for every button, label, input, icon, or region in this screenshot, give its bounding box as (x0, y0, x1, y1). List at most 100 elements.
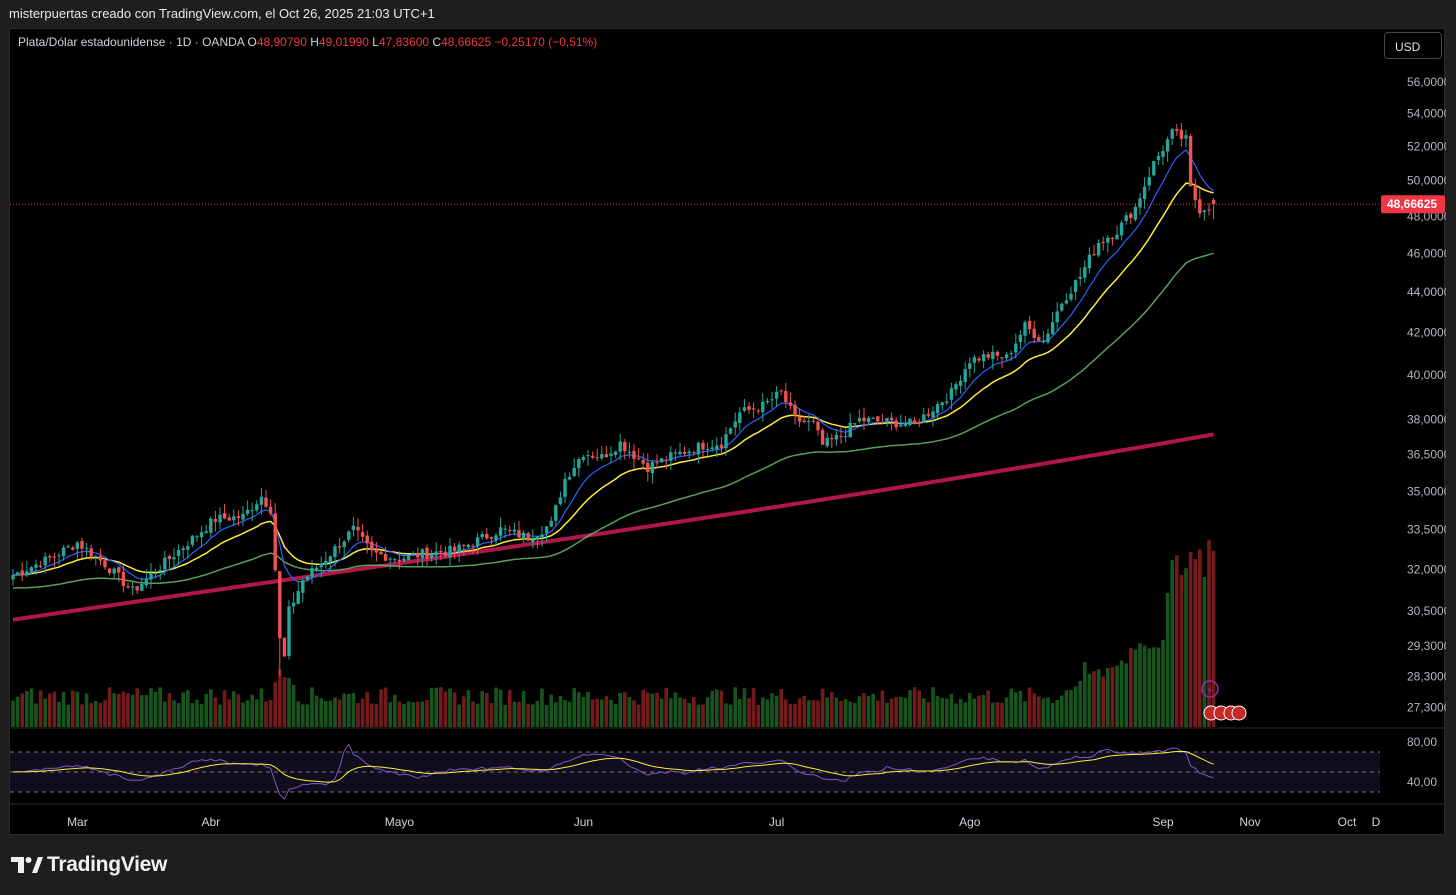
open-label: O (247, 35, 257, 49)
candle-body (112, 568, 116, 574)
chart-frame[interactable]: 80,00 40,00 56,00000 54,00000 52,00000 50,00… (9, 28, 1446, 836)
volume-bar (701, 704, 705, 727)
volume-bar (820, 688, 825, 727)
candle-body (1202, 210, 1207, 213)
volume-bar (899, 696, 903, 727)
candle-body (66, 546, 70, 548)
last-price-label: 48,66625 (1387, 197, 1437, 211)
candle-body (949, 387, 954, 400)
volume-bar (1129, 647, 1133, 727)
volume-bar (1083, 662, 1087, 727)
dividend-marker-icon (1201, 680, 1219, 698)
volume-bar (1009, 688, 1013, 727)
candle-body (581, 456, 586, 460)
candle-body (853, 423, 857, 425)
y-tick-label: 30,50000 (1407, 604, 1446, 618)
volume-bar (287, 678, 291, 727)
candle-body (84, 547, 89, 549)
candle-body (843, 436, 848, 438)
candle-body (609, 453, 613, 457)
price-chart[interactable]: 80,00 40,00 56,00000 54,00000 52,00000 50,00… (10, 29, 1446, 836)
volume-bar (186, 690, 190, 727)
volume-bar (1073, 686, 1078, 727)
volume-bar (793, 703, 797, 727)
candle-body (682, 451, 687, 455)
volume-bar (1142, 645, 1147, 727)
x-tick-label: Jul (769, 815, 784, 829)
candle-body (981, 354, 986, 362)
candle-body (236, 516, 241, 518)
candle-body (876, 416, 880, 422)
volume-bar (416, 701, 420, 727)
volume-bar (779, 689, 783, 727)
candle-body (595, 457, 599, 459)
candle-body (903, 423, 908, 426)
volume-bar (305, 704, 310, 727)
tradingview-logo[interactable]: TradingView (11, 853, 167, 877)
economic-event-flag-icon (1231, 705, 1247, 721)
candle-body (489, 536, 494, 539)
candle-body (1142, 186, 1147, 200)
volume-bar (365, 692, 369, 727)
candle-body (968, 363, 972, 369)
candle-body (554, 505, 558, 521)
volume-bar (1175, 555, 1179, 727)
candle-body (940, 402, 944, 406)
volume-bar (627, 697, 632, 727)
volume-bar (894, 697, 898, 727)
tradingview-wordmark: TradingView (47, 853, 168, 876)
candle-body (176, 549, 181, 557)
volume-bar (830, 691, 834, 727)
candle-body (811, 420, 816, 422)
volume-bar (650, 693, 655, 727)
volume-bar (719, 690, 724, 727)
candle-body (1129, 213, 1133, 219)
volume-bar (558, 696, 563, 727)
volume-bar (940, 698, 944, 727)
candle-body (310, 567, 314, 577)
candle-body (140, 583, 144, 591)
volume-bar (1050, 702, 1055, 727)
ema9-line (12, 149, 1214, 583)
volume-bar (995, 702, 1000, 727)
ema20-line (12, 182, 1214, 576)
candle-body (103, 560, 107, 568)
candle-body (899, 424, 903, 427)
candle-body (1175, 129, 1179, 131)
volume-bar (1115, 665, 1119, 727)
volume-bar (1014, 692, 1018, 727)
volume-bar (577, 692, 581, 727)
volume-bar (600, 699, 604, 727)
candle-body (1050, 322, 1055, 335)
volume-bar (75, 691, 80, 727)
candle-body (342, 541, 346, 548)
candle-body (540, 534, 544, 538)
candle-body (370, 541, 374, 551)
candle-body (264, 497, 268, 507)
candle-body (774, 391, 779, 399)
currency-button[interactable]: USD (1384, 32, 1442, 59)
candle-body (397, 559, 402, 562)
volume-bar (149, 688, 153, 727)
volume-bar (351, 693, 356, 727)
candle-body (1133, 206, 1138, 220)
candle-body (117, 567, 121, 573)
candle-body (701, 442, 705, 450)
volume-bar (245, 700, 250, 727)
candle-body (452, 546, 457, 551)
candle-body (259, 496, 264, 505)
candle-body (1078, 276, 1082, 279)
y-tick-label: 52,00000 (1407, 140, 1446, 154)
candle-body (885, 417, 889, 422)
candle-body (521, 532, 526, 539)
candle-body (241, 513, 245, 520)
volume-bar (1078, 680, 1082, 727)
volume-bar (1156, 647, 1161, 727)
candle-body (1165, 139, 1170, 152)
volume-bar (692, 697, 696, 727)
candle-body (305, 576, 310, 581)
volume-bar (406, 701, 411, 727)
symbol-title[interactable]: Plata/Dólar estadounidense · 1D · OANDA (18, 35, 245, 49)
close-label: C (432, 35, 442, 49)
candle-body (1207, 209, 1211, 211)
